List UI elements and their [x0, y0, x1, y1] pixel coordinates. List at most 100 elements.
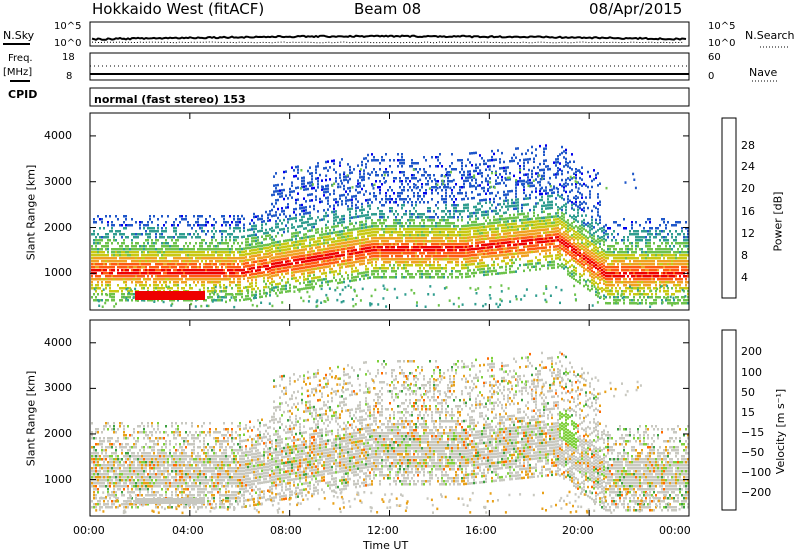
power-cell — [259, 263, 261, 266]
power-cell — [233, 260, 235, 263]
power-cell — [147, 263, 149, 266]
power-cell — [291, 238, 293, 241]
power-cell — [397, 267, 399, 270]
power-cell — [377, 225, 379, 228]
power-cell — [349, 187, 351, 190]
power-cell — [227, 245, 229, 248]
power-cell — [365, 163, 367, 166]
power-cell — [539, 181, 541, 184]
power-cell — [251, 282, 253, 285]
power-cell — [167, 278, 169, 281]
power-cell — [455, 183, 457, 186]
power-cell — [153, 269, 155, 272]
power-cell — [133, 278, 135, 281]
power-cell — [131, 275, 133, 278]
power-cell — [181, 260, 183, 263]
power-cell — [201, 284, 203, 287]
power-cell — [413, 249, 415, 252]
power-cell — [427, 255, 429, 258]
power-cell — [125, 245, 127, 248]
power-cell — [523, 204, 525, 207]
power-cell — [325, 188, 327, 191]
power-cell — [551, 258, 553, 261]
power-cell — [505, 193, 507, 196]
power-cell — [411, 252, 413, 255]
power-cell — [467, 206, 469, 209]
power-cell — [311, 172, 313, 175]
power-cell — [487, 273, 489, 276]
power-cell — [121, 269, 123, 272]
power-cell — [385, 225, 387, 228]
power-cell — [471, 242, 473, 245]
power-cell — [183, 260, 185, 263]
power-cell — [91, 248, 93, 251]
power-cell — [341, 281, 343, 284]
power-cell — [343, 236, 345, 239]
power-cell — [269, 288, 271, 291]
power-cell — [205, 269, 207, 272]
power-cell — [401, 225, 403, 228]
power-cell — [293, 250, 295, 253]
power-cell — [285, 263, 287, 266]
power-cell — [533, 245, 535, 248]
power-cell — [255, 237, 257, 240]
power-cell — [367, 253, 369, 256]
power-cell — [425, 225, 427, 228]
power-cell — [555, 239, 557, 242]
power-cell — [141, 275, 143, 278]
power-cell — [435, 213, 437, 216]
power-cell — [325, 191, 327, 194]
power-cell — [361, 179, 363, 182]
power-cell — [271, 227, 273, 230]
power-cell — [543, 202, 545, 205]
power-cell — [177, 257, 179, 260]
power-cell — [547, 192, 549, 195]
power-cell — [391, 207, 393, 210]
power-cell — [407, 225, 409, 228]
power-cell — [215, 299, 217, 302]
power-cell — [131, 254, 133, 257]
power-cell — [163, 269, 165, 272]
power-cell — [97, 281, 99, 284]
power-cell — [379, 228, 381, 231]
power-cell — [455, 207, 457, 210]
power-cell — [349, 259, 351, 262]
power-cell — [249, 253, 251, 256]
power-cell — [379, 237, 381, 240]
power-cell — [213, 272, 215, 275]
power-cell — [163, 254, 165, 257]
power-cell — [203, 224, 205, 227]
power-cell — [411, 276, 413, 279]
power-cell — [373, 156, 375, 159]
power-cell — [295, 229, 297, 232]
power-cell — [249, 250, 251, 253]
power-cell — [449, 225, 451, 228]
power-cell — [153, 281, 155, 284]
power-cell — [271, 272, 273, 275]
power-cell — [491, 159, 493, 162]
power-cell — [435, 231, 437, 234]
power-cell — [253, 234, 255, 237]
power-cell — [447, 246, 449, 249]
power-cell — [99, 242, 101, 245]
power-cell — [421, 234, 423, 237]
power-cell — [107, 233, 109, 236]
power-cell — [531, 245, 533, 248]
power-cell — [539, 163, 541, 166]
power-cell — [431, 186, 433, 189]
power-cell — [291, 253, 293, 256]
power-cell — [545, 192, 547, 195]
power-cell — [119, 299, 121, 302]
power-cell — [293, 253, 295, 256]
power-cell — [389, 165, 391, 168]
power-cell — [475, 266, 477, 269]
power-cell — [319, 252, 321, 255]
power-cell — [367, 202, 369, 205]
power-cell — [209, 266, 211, 269]
power-cell — [461, 243, 463, 246]
power-cell — [311, 175, 313, 178]
power-cell — [149, 245, 151, 248]
power-cell — [273, 268, 275, 271]
power-cell — [181, 269, 183, 272]
power-cell — [329, 262, 331, 265]
